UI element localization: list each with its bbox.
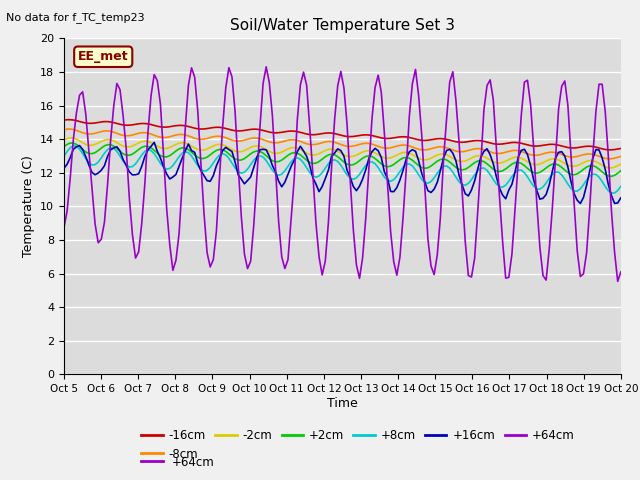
Y-axis label: Temperature (C): Temperature (C) bbox=[22, 156, 35, 257]
Text: No data for f_TC_temp23: No data for f_TC_temp23 bbox=[6, 12, 145, 23]
X-axis label: Time: Time bbox=[327, 397, 358, 410]
Title: Soil/Water Temperature Set 3: Soil/Water Temperature Set 3 bbox=[230, 18, 455, 33]
Legend: +64cm: +64cm bbox=[137, 451, 220, 473]
Text: EE_met: EE_met bbox=[78, 50, 129, 63]
